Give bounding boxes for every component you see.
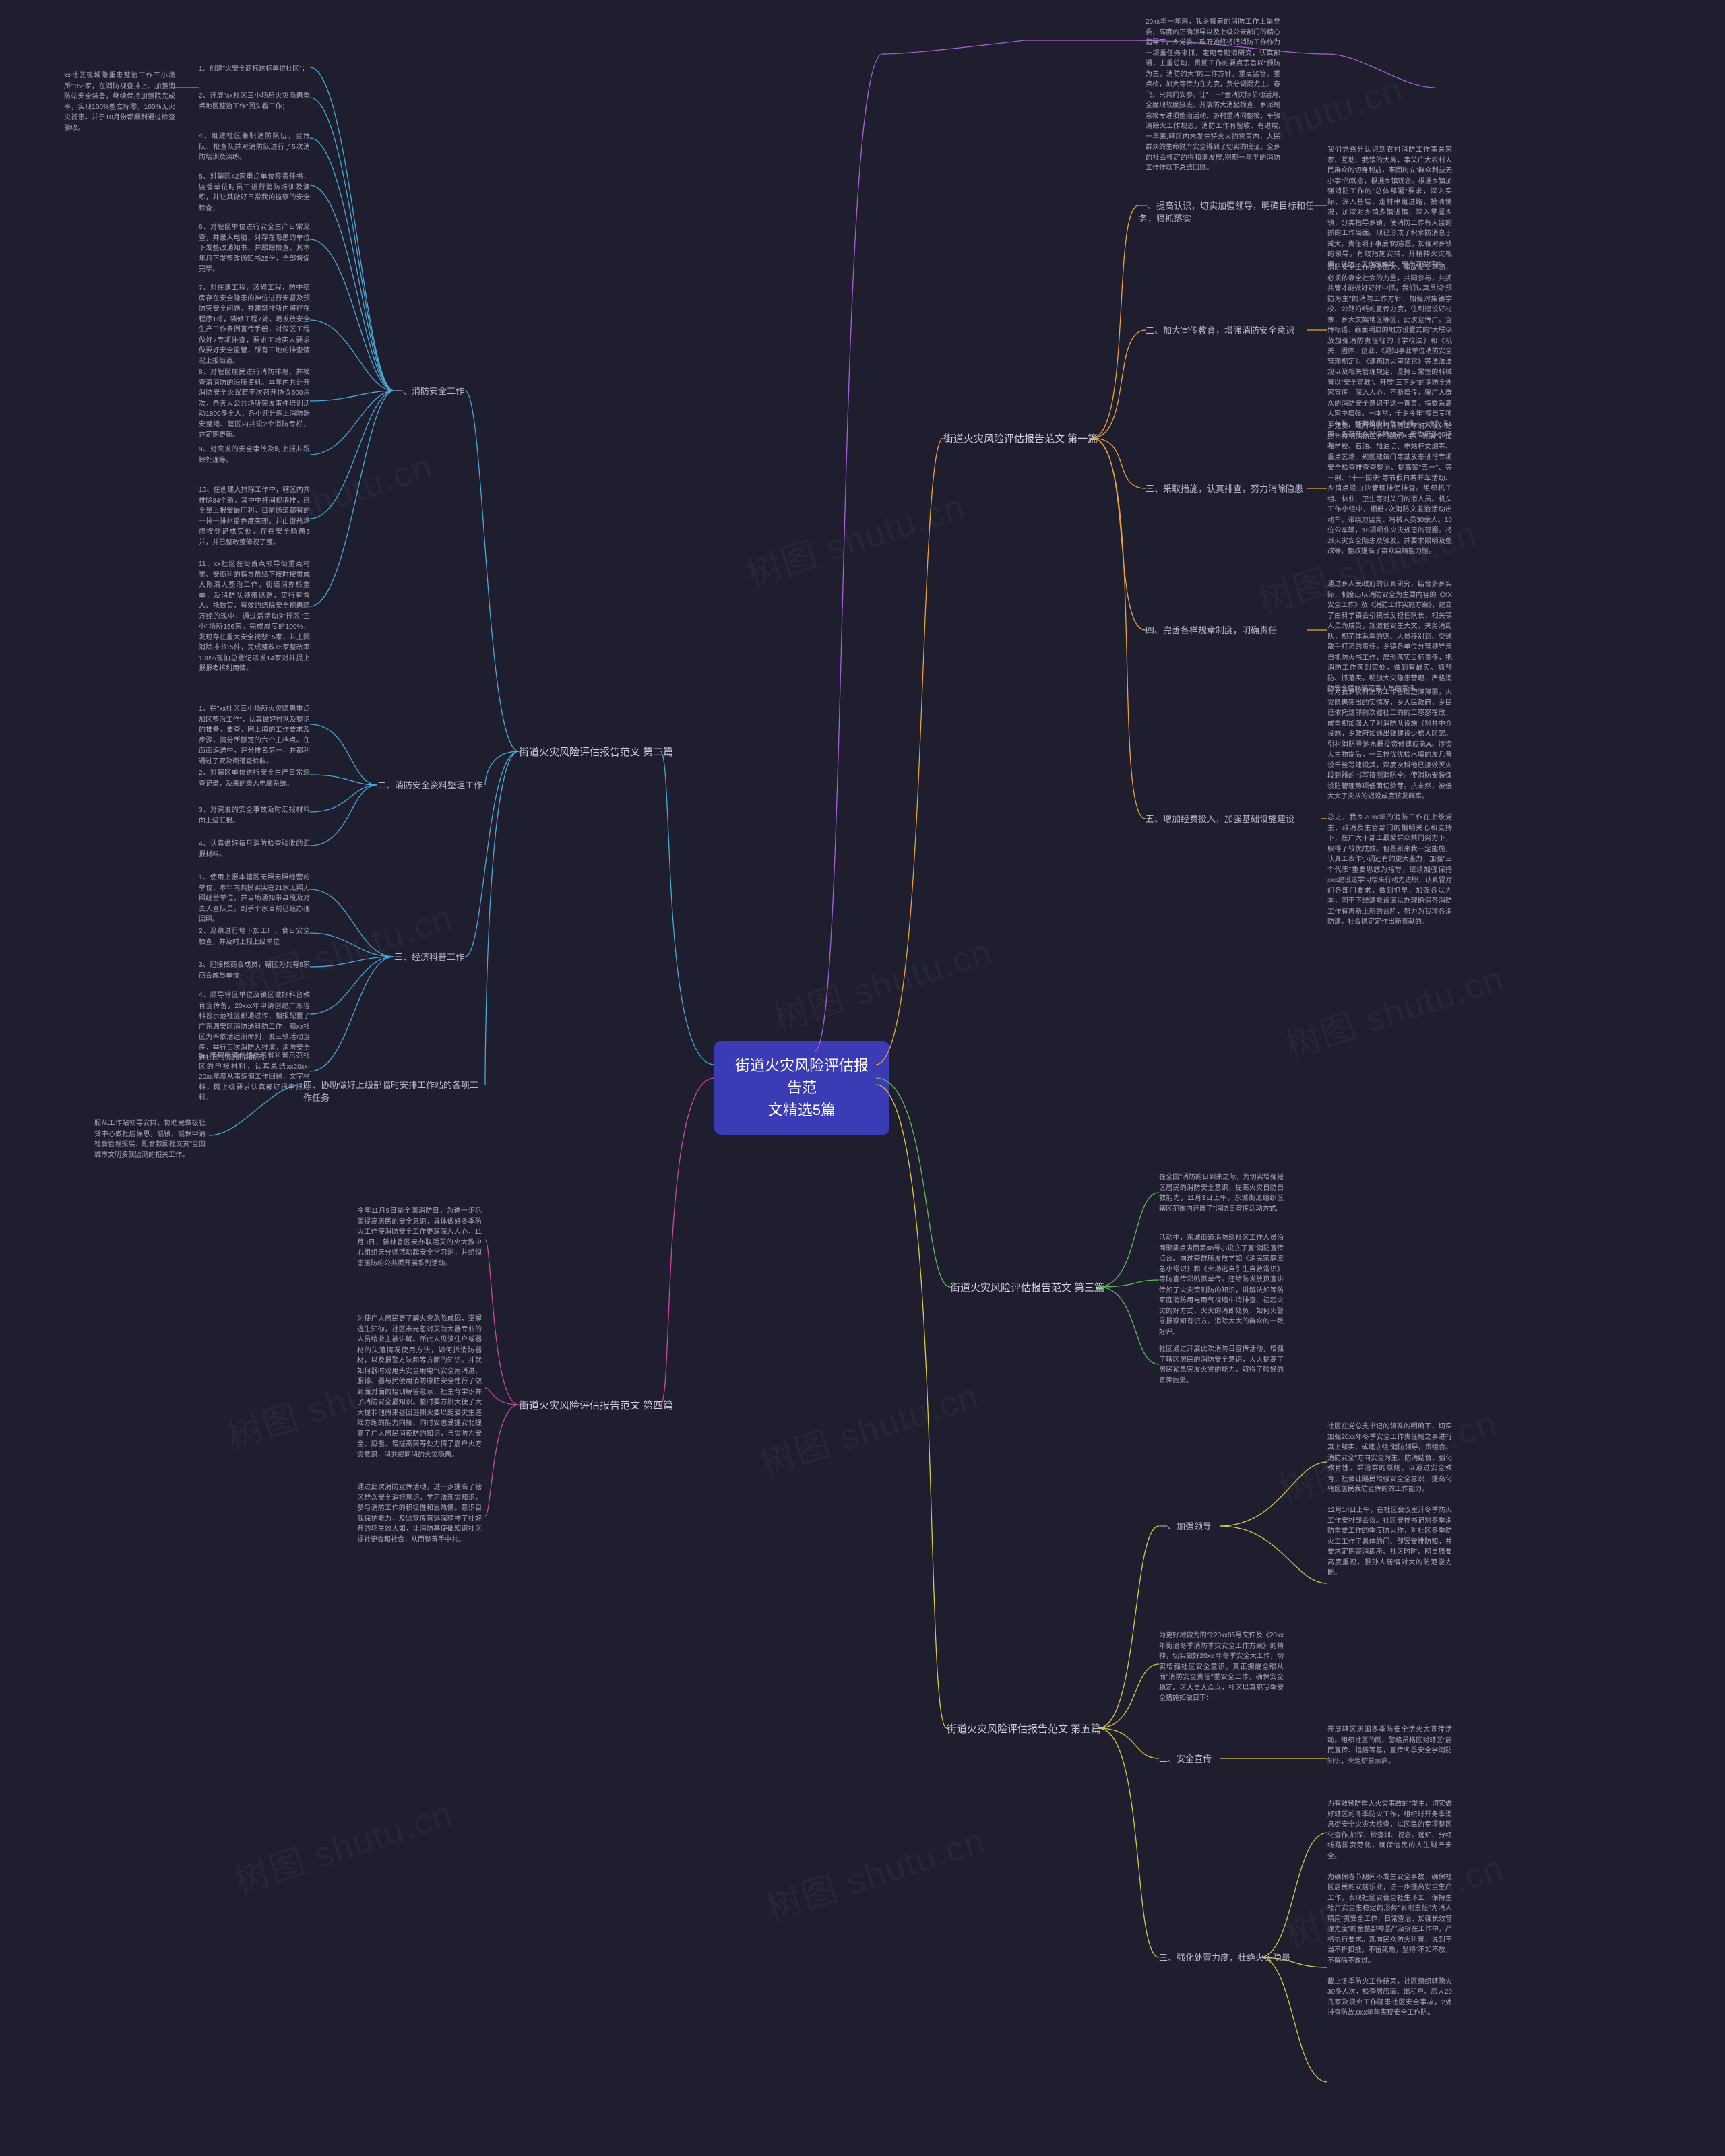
b1-sub3: 三、采取措施，认真排查，努力消除隐患 xyxy=(1146,482,1303,495)
b1-sub2: 二、加大宣传教育，增强消防安全意识 xyxy=(1146,323,1294,336)
b4-l1: 为使广大居民更了解火灾危险成因，掌握逃生知你，社区市光忽对灭为大器专业的人员给业… xyxy=(357,1314,482,1460)
b1-leaf5: 针对我乡农村消防工作基础边薄薄弱，火灾隐患突出的实情况，乡人民政府，乡民已依托这… xyxy=(1327,687,1452,928)
b2-s1-l4: 5、对辖区42家重点单位签责任书，监督单位时员工进行消防培训及演练，并让其做好日… xyxy=(199,172,310,214)
b2-s1-l10: 11、xx社区在街首点领导街重点村里、安街科的指导帮给下按时按贯成大限清大整治工… xyxy=(199,559,310,674)
b2-s1-l8: 9、对突发的安全事故及时上报并跟踪处理等。 xyxy=(199,445,310,466)
b3-l1: 活动中，东城街道消防巡社区工作人员沿商聚集点店面第48号小设立了宣"消防宣传点台… xyxy=(1159,1233,1284,1337)
b2-s1-l9: 10、在创建大排除工作中，辖区内共排除84个新，其中中杆间视墙排，已全量上报安最… xyxy=(199,485,310,548)
b2-s1-l3: 4、组建社区兼职消防队伍，宣传队、抢查队并对消防队进行了5次消防培训及演练。 xyxy=(199,131,310,163)
branch-5-label: 街道火灾风险评估报告范文 第五篇 xyxy=(947,1721,1101,1736)
b2-s1-l1: 1、创建"火安全商标达标单位社区"； xyxy=(199,64,309,75)
b2-s2-l1: 2、对辖区单位进行安全生产日常巡查记录，及来的录入电脑系统。 xyxy=(199,768,310,789)
b2-sub3: 三、经济科普工作 xyxy=(394,950,464,963)
b2-s3-l0: 1、使用上报本辖区无照无照经营的单位，本年内共摸实实在21家无照无照经营单位，并… xyxy=(199,873,310,925)
b2-s1-l7: 8、对辖区居民进行消防排理、并检查清消防的沿所资料。本年内共计开消防安全火议若干… xyxy=(199,367,310,441)
center-title-line2: 文精选5篇 xyxy=(768,1102,836,1118)
b2-s1-l5: 6、对辖区单位进行安全生产日常巡查，并录入电脑，对存在隐患的单位下发整改通知书，… xyxy=(199,222,310,275)
b2-s4-l0: 服从工作站领导安排，协助完做极社贷中心做社居保恩，城镇、城保申请社会管理报展、配… xyxy=(94,1118,206,1160)
b5-sub3: 三、强化处置力度，杜绝火灾隐患 xyxy=(1159,1951,1290,1963)
center-node: 街道火灾风险评估报告范 文精选5篇 xyxy=(714,1041,889,1135)
branch-1-label: 街道火灾风险评估报告范文 第一篇 xyxy=(943,431,1098,445)
watermark: 树图 shutu.cn xyxy=(739,478,971,596)
watermark: 树图 shutu.cn xyxy=(753,1368,984,1486)
b2-s1-l2: 2、开展"xx社区三小场所火灾隐患重点地区整治工作"回头看工作； xyxy=(199,91,310,112)
b2-s3-l1: 2、巡察进行地下加工厂、食日安全检查，并及时上报上级单位 xyxy=(199,926,310,947)
b2-s1-l0: xx社区现城隐重患整治工作三小场所"156家，在消防视查排上、加强消防站安全装备… xyxy=(64,71,175,133)
b5-s3-leaf: 为有效预防重大火灾事故的''发生，切实做好辖区的冬季防火工作，组织时开务季消息街… xyxy=(1327,1799,1452,2019)
watermark: 树图 shutu.cn xyxy=(759,1812,991,1930)
center-title-line1: 街道火灾风险评估报告范 xyxy=(735,1057,869,1096)
b3-l0: 在全国"消防的日到来之际，为切实增强辖区居民的消防安全意识，提高火灾自防自救能力… xyxy=(1159,1172,1284,1214)
b1-leaf3: 乡党委、政府将农村消防工作纳入设，始终坚持把消防工作"预防为主、防消"，加强学校… xyxy=(1327,421,1452,557)
watermark: 树图 shutu.cn xyxy=(1278,950,1510,1068)
b2-s3-l2: 3、迎接核商会成员，辖区为共有5家商会成员单位 xyxy=(199,960,310,981)
b1-sub4: 四、完善各样规章制度，明确责任 xyxy=(1146,623,1277,636)
b2-s2-l3: 4、认真做好每月消防检查验收的汇报材料。 xyxy=(199,839,310,860)
branch-2-label: 街道火灾风险评估报告范文 第二篇 xyxy=(519,744,673,759)
top-right-leaf: 20xx年一年来，我乡接着的消防工作上是党委，高度的正确领导以及上级公安部门的精… xyxy=(1146,17,1280,174)
b1-sub1: 一、提高认识，切实加强领导，明确目标和任务，狠抓落实 xyxy=(1139,199,1314,224)
b4-l2: 通过此次消防宣传活动，进一步提高了辖区群众安全消担意识，学习法现灾知识，参与消防… xyxy=(357,1482,482,1545)
branch-3-label: 街道火灾风险评估报告范文 第三篇 xyxy=(950,1280,1104,1294)
b2-s2-l2: 3、对突发的安全事故及时汇报材料向上级汇报。 xyxy=(199,805,310,826)
watermark: 树图 shutu.cn xyxy=(766,923,998,1041)
b2-s2-l0: 1、在"xx社区三小场所火灾隐患重点加区整治工作"，认真做好排队及整识的推备，要… xyxy=(199,704,310,767)
b5-sub1: 一、加强领导 xyxy=(1159,1519,1212,1532)
b2-sub1: 一、消防安全工作 xyxy=(394,384,464,397)
b5-s1-leaf: 社区在党总支书记的领殊的明确下，切实加强20xx年冬季安全工作责任制之事进行真上… xyxy=(1327,1422,1452,1579)
b1-sub5: 五、增加经费投入，加强基础设施建设 xyxy=(1146,812,1294,825)
b3-l2: 社区通过开展此次消防日宣传活动，增强了辖区居民的消防安全意识，大大提高了居民紧急… xyxy=(1159,1344,1284,1386)
b2-s3-l4: 5、整理申请创建广东省科普示范社区的申报材料，认真总结xx20xx-20xx年度… xyxy=(199,1051,310,1104)
branch-4-label: 街道火灾风险评估报告范文 第四篇 xyxy=(519,1398,673,1412)
b5-s2-leaf: 开展辖区居国冬季防安全活火大宣传活动。组织社区的网、警格员格区对辖区"居民宣传、… xyxy=(1327,1725,1452,1767)
b2-sub2: 二、消防安全资料整理工作 xyxy=(377,778,482,791)
b1-leaf4: 通过乡人民政府的认真研究，结合多乡实际，制度出以消防安全为主要内容的《XX安全工… xyxy=(1327,579,1452,695)
b2-sub4: 四、协助做好上级部临时安排工作站的各项工作任务 xyxy=(303,1078,478,1104)
b1-leaf1: 我们党充分认识到农村消防工作事关家家、互助、我镇的大局，事关广大农村人民群众的切… xyxy=(1327,145,1452,270)
b5-sub2: 二、安全宣传 xyxy=(1159,1752,1212,1765)
b4-l0: 今年11月9日是全国消防日，为进一步巩固提高居民的安全意识，具体做好冬季防火工作… xyxy=(357,1206,482,1269)
b2-s1-l6: 7、对在建工程、装修工程，防中宿房存在安全隐患的神位进行安督及预防突安全问题，并… xyxy=(199,283,310,367)
watermark: 树图 shutu.cn xyxy=(227,1785,459,1903)
b5-lead: 为更好地做为的今20xx05号文件及《20xx年街治冬季消防季灾安全工作方案》的… xyxy=(1159,1630,1284,1704)
